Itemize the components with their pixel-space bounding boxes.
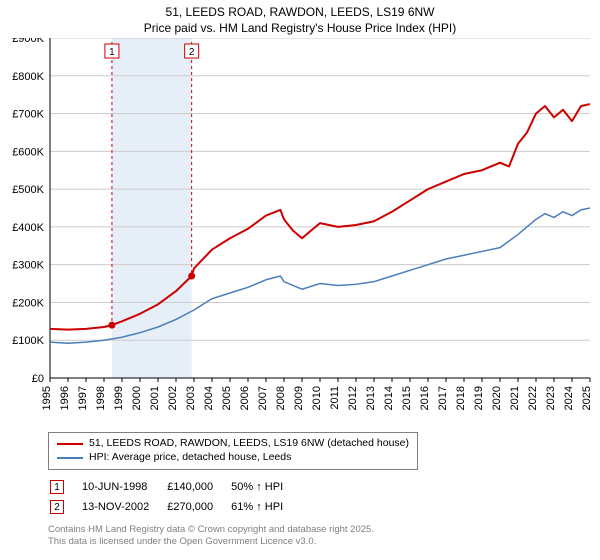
svg-text:£800K: £800K [12, 71, 44, 83]
svg-text:1: 1 [109, 47, 115, 58]
svg-text:£100K: £100K [12, 336, 44, 348]
legend-swatch [57, 457, 83, 459]
x-tick-label: 2002 [167, 386, 179, 410]
marker-hpi: 50% ↑ HPI [231, 478, 299, 496]
marker-date: 13-NOV-2002 [82, 498, 165, 516]
title-line-2: Price paid vs. HM Land Registry's House … [0, 20, 600, 36]
marker-number: 1 [50, 480, 64, 494]
marker-number: 2 [50, 500, 64, 514]
x-tick-label: 2008 [275, 386, 287, 410]
x-tick-label: 2015 [401, 386, 413, 410]
price-chart: £0 £100K £200K £300K £400K £500K £600K £700K £80… [8, 38, 592, 428]
x-tick-label: 2018 [455, 386, 467, 410]
x-tick-label: 2004 [203, 386, 215, 410]
x-tick-label: 1999 [113, 386, 125, 410]
svg-text:£200K: £200K [12, 298, 44, 310]
x-tick-label: 2013 [365, 386, 377, 410]
x-tick-label: 2007 [257, 386, 269, 410]
x-tick-label: 2021 [509, 386, 521, 410]
x-tick-label: 2014 [383, 386, 395, 410]
svg-text:£500K: £500K [12, 184, 44, 196]
legend-label: HPI: Average price, detached house, Leed… [89, 451, 291, 465]
footer-note: Contains HM Land Registry data © Crown c… [48, 524, 590, 549]
x-tick-label: 2010 [311, 386, 323, 410]
legend: 51, LEEDS ROAD, RAWDON, LEEDS, LS19 6NW … [48, 432, 418, 469]
footer-line-1: Contains HM Land Registry data © Crown c… [48, 524, 590, 536]
table-row: 2 13-NOV-2002£270,00061% ↑ HPI [50, 498, 299, 516]
x-tick-label: 2024 [563, 386, 575, 410]
footer-line-2: This data is licensed under the Open Gov… [48, 536, 590, 548]
x-tick-label: 2022 [527, 386, 539, 410]
x-tick-label: 2020 [491, 386, 503, 410]
x-tick-label: 2023 [545, 386, 557, 410]
x-tick-label: 2011 [329, 386, 341, 410]
x-tick-label: 2017 [437, 386, 449, 410]
svg-text:£300K: £300K [12, 260, 44, 272]
x-tick-label: 2012 [347, 386, 359, 410]
marker-hpi: 61% ↑ HPI [231, 498, 299, 516]
x-tick-label: 2025 [581, 386, 592, 410]
legend-item: 51, LEEDS ROAD, RAWDON, LEEDS, LS19 6NW … [57, 437, 409, 451]
svg-text:£0: £0 [32, 373, 44, 385]
x-tick-label: 1998 [95, 386, 107, 410]
x-tick-label: 2003 [185, 386, 197, 410]
x-tick-label: 1996 [59, 386, 71, 410]
legend-label: 51, LEEDS ROAD, RAWDON, LEEDS, LS19 6NW … [89, 437, 409, 451]
table-row: 1 10-JUN-1998£140,00050% ↑ HPI [50, 478, 299, 496]
svg-text:£400K: £400K [12, 222, 44, 234]
markers-table: 1 10-JUN-1998£140,00050% ↑ HPI 2 13-NOV-200… [48, 476, 301, 518]
svg-text:£700K: £700K [12, 109, 44, 121]
x-tick-label: 2019 [473, 386, 485, 410]
svg-text:£600K: £600K [12, 147, 44, 159]
marker-price: £270,000 [167, 498, 229, 516]
x-tick-label: 2016 [419, 386, 431, 410]
x-tick-label: 2000 [131, 386, 143, 410]
title-line-1: 51, LEEDS ROAD, RAWDON, LEEDS, LS19 6NW [0, 4, 600, 20]
svg-text:2: 2 [189, 47, 195, 58]
legend-swatch [57, 443, 83, 445]
legend-item: HPI: Average price, detached house, Leed… [57, 451, 409, 465]
x-tick-label: 2006 [239, 386, 251, 410]
x-tick-label: 1995 [41, 386, 53, 410]
x-tick-label: 1997 [77, 386, 89, 410]
x-tick-label: 2009 [293, 386, 305, 410]
svg-text:£900K: £900K [12, 38, 44, 45]
marker-date: 10-JUN-1998 [82, 478, 165, 496]
x-tick-label: 2001 [149, 386, 161, 410]
marker-price: £140,000 [167, 478, 229, 496]
x-tick-label: 2005 [221, 386, 233, 410]
